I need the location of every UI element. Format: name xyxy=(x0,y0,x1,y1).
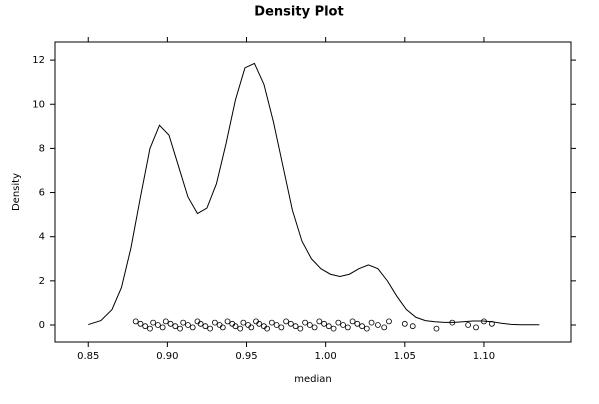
data-point xyxy=(359,323,365,330)
data-point xyxy=(207,325,214,332)
y-tick-label: 12 xyxy=(32,55,45,66)
data-point xyxy=(321,320,327,327)
data-point xyxy=(150,319,157,326)
data-point xyxy=(248,324,255,331)
data-point xyxy=(386,318,392,325)
y-tick-label: 10 xyxy=(32,99,45,110)
data-point xyxy=(302,319,308,326)
data-point xyxy=(473,324,479,331)
x-axis-label: median xyxy=(294,374,332,385)
y-tick-label: 4 xyxy=(39,232,45,243)
data-point xyxy=(354,320,361,327)
data-point xyxy=(159,324,166,331)
data-point xyxy=(283,318,289,325)
plot-frame xyxy=(54,41,572,343)
data-point xyxy=(306,322,313,328)
data-point xyxy=(433,325,440,332)
y-tick-label: 2 xyxy=(39,276,45,287)
x-tick-label: 0.90 xyxy=(156,351,178,362)
x-tick-label: 0.95 xyxy=(235,351,257,362)
data-point xyxy=(224,318,231,325)
data-point xyxy=(297,325,304,332)
data-point xyxy=(381,324,388,331)
data-point xyxy=(162,318,169,325)
data-point xyxy=(237,325,244,332)
data-point xyxy=(180,319,187,326)
data-point xyxy=(481,318,487,325)
data-point xyxy=(374,322,381,328)
data-point xyxy=(185,322,191,328)
data-point xyxy=(449,319,456,326)
data-point xyxy=(349,318,356,325)
y-tick-label: 8 xyxy=(39,143,45,154)
data-point xyxy=(197,320,204,327)
data-point xyxy=(465,322,472,328)
x-tick-label: 0.85 xyxy=(77,351,99,362)
data-point xyxy=(268,319,275,326)
y-tick-label: 6 xyxy=(39,188,45,199)
data-point xyxy=(172,323,179,330)
data-point xyxy=(154,322,161,328)
data-point xyxy=(142,323,149,330)
data-point xyxy=(278,324,285,331)
data-point xyxy=(240,319,247,326)
density-line xyxy=(88,62,540,326)
data-point xyxy=(292,323,299,330)
data-point xyxy=(330,325,337,332)
y-tick-label: 0 xyxy=(39,320,45,331)
data-point xyxy=(232,323,239,330)
data-point xyxy=(177,325,183,332)
data-point xyxy=(211,319,218,326)
data-point xyxy=(363,325,370,332)
data-point xyxy=(273,322,280,328)
data-point xyxy=(488,320,495,327)
data-point xyxy=(311,324,318,331)
data-point xyxy=(409,323,416,330)
data-point xyxy=(137,320,144,327)
data-point xyxy=(344,324,351,331)
data-point xyxy=(340,322,346,328)
data-point xyxy=(325,323,332,330)
data-point xyxy=(335,319,342,326)
data-point xyxy=(316,318,323,325)
data-point xyxy=(287,320,294,327)
data-point xyxy=(147,325,153,332)
data-point xyxy=(167,320,174,327)
x-tick-label: 1.05 xyxy=(394,351,416,362)
data-point xyxy=(219,324,226,331)
chart-title: Density Plot xyxy=(254,5,343,20)
data-point xyxy=(202,323,209,330)
data-point xyxy=(368,319,375,326)
x-tick-label: 1.10 xyxy=(473,351,495,362)
data-point xyxy=(132,318,139,325)
y-axis-label: Density xyxy=(11,173,22,211)
data-point xyxy=(401,320,408,327)
data-point xyxy=(189,324,196,331)
data-point xyxy=(256,320,263,327)
x-tick-label: 1.00 xyxy=(315,351,337,362)
data-point xyxy=(264,325,270,332)
